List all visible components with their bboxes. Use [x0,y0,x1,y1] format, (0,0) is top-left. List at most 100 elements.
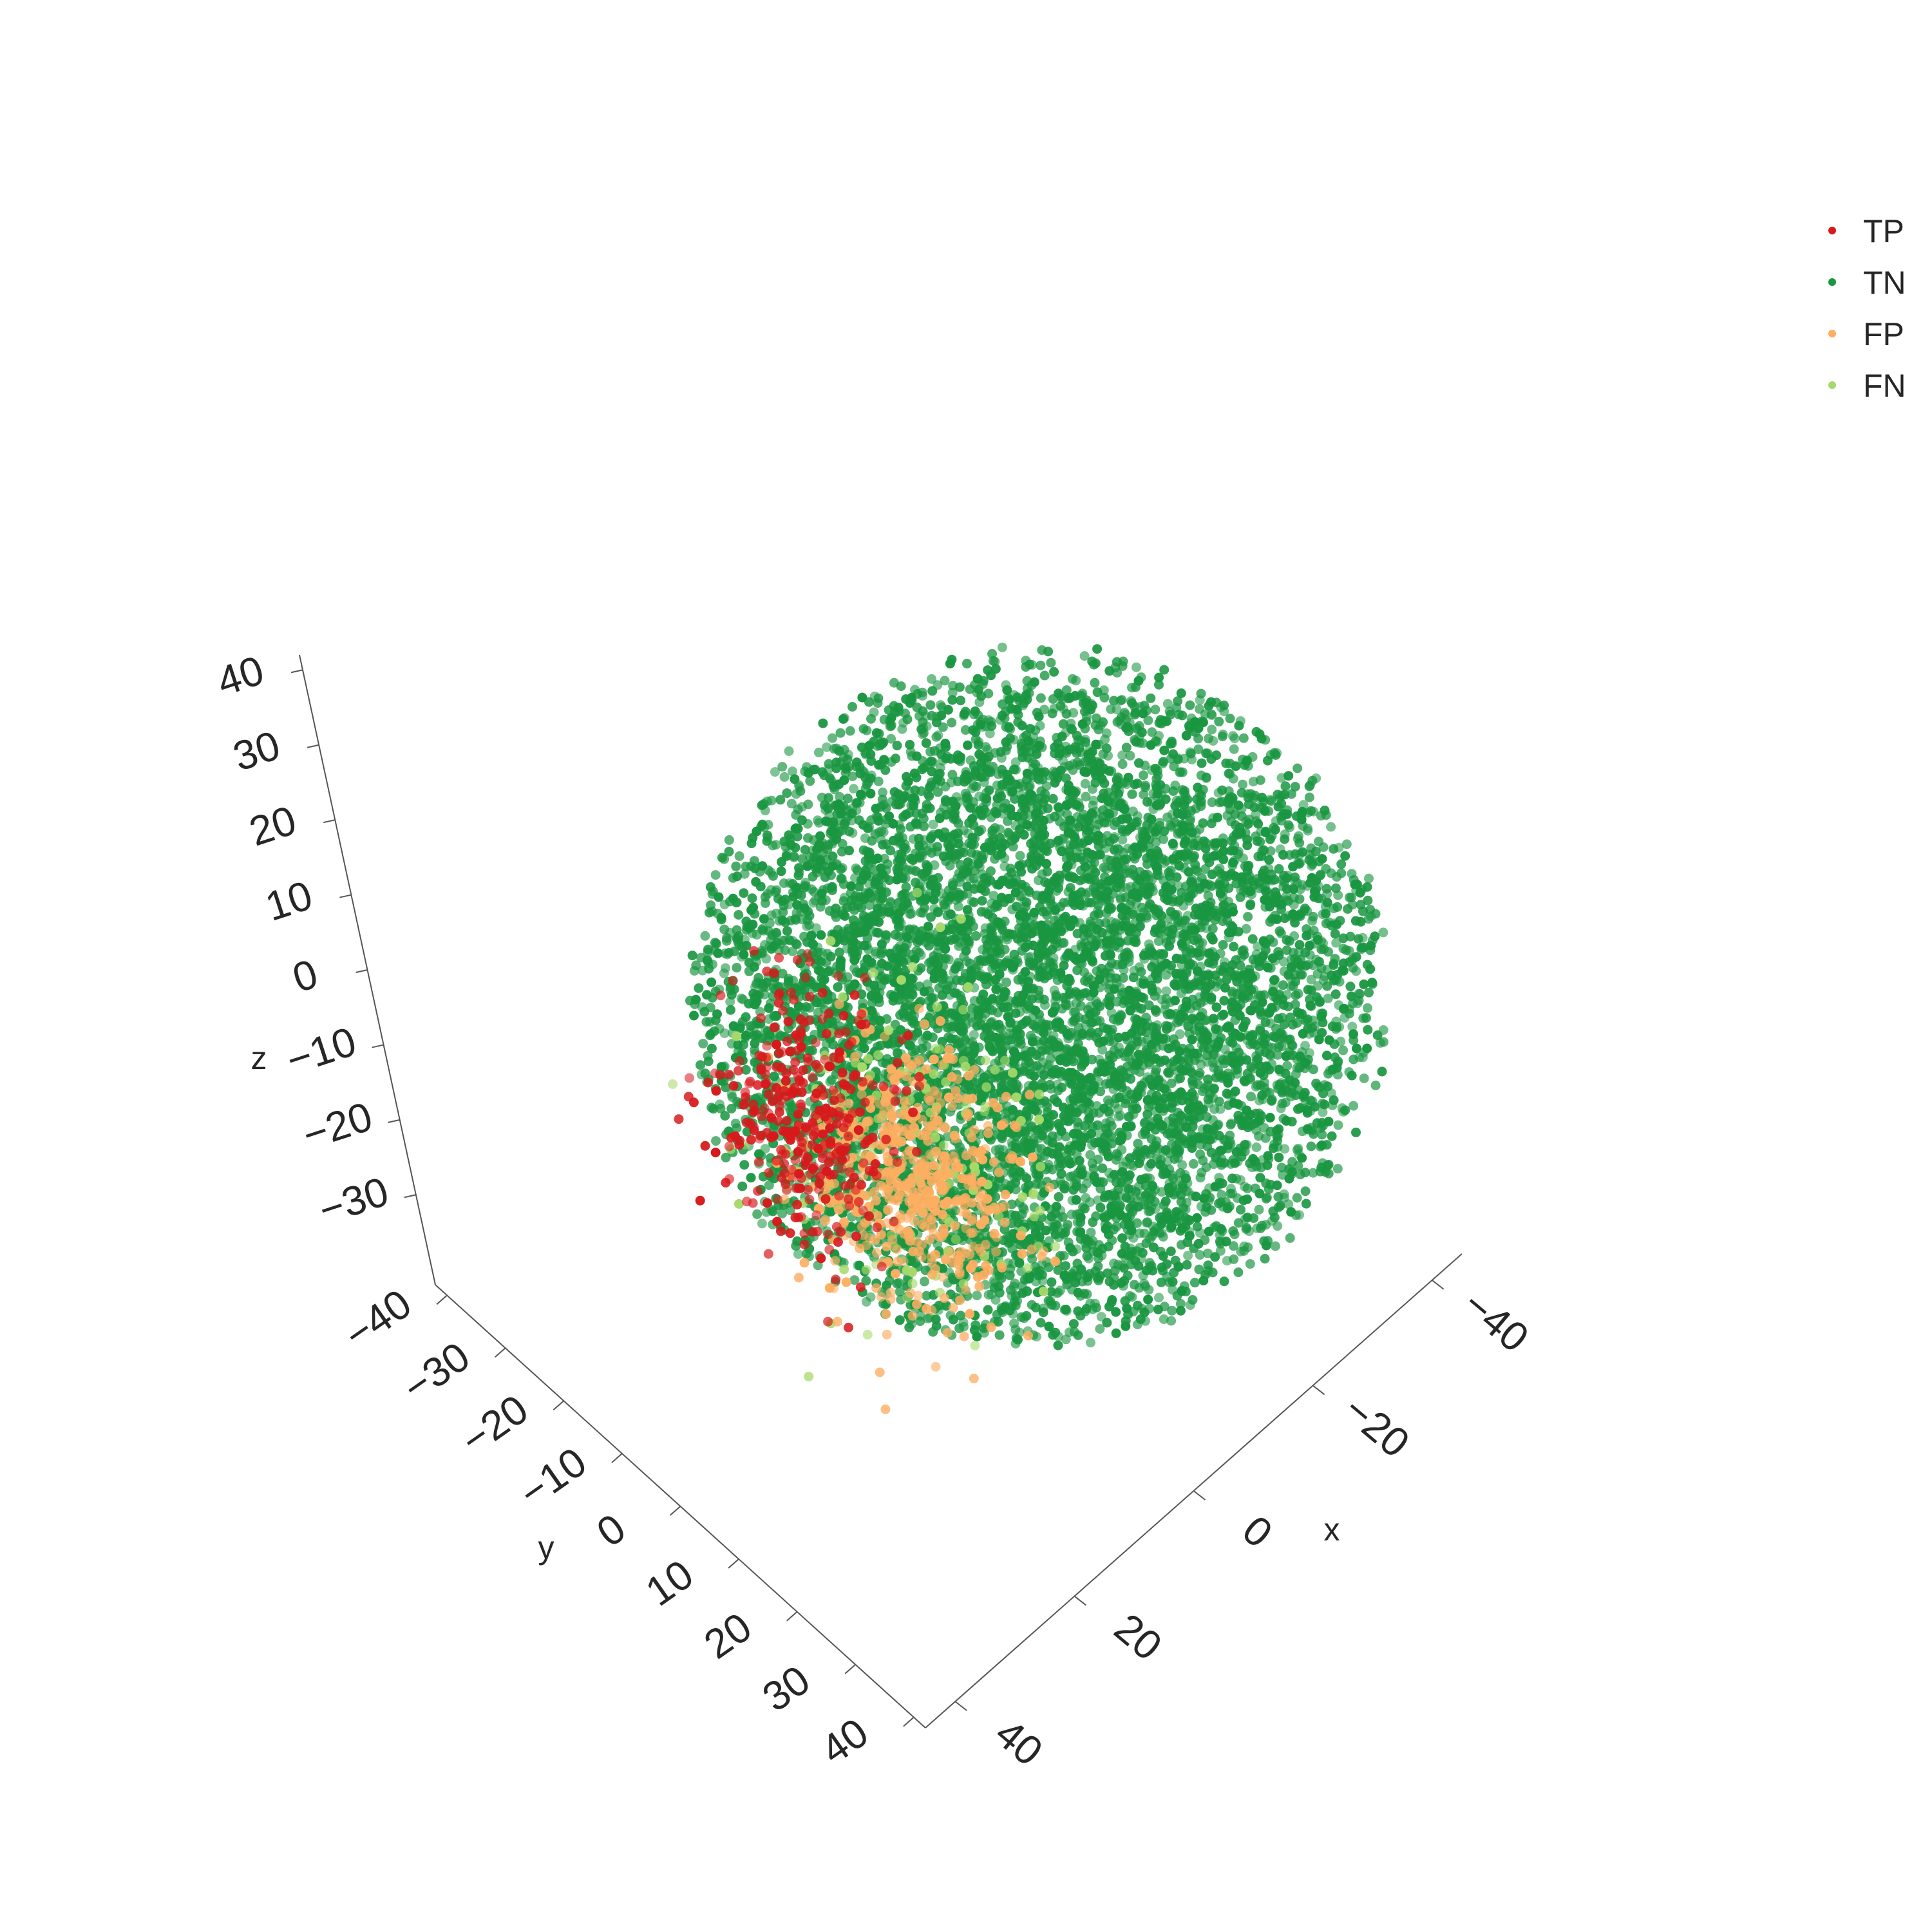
data-point [1273,802,1283,812]
data-point [945,658,955,668]
data-point [1321,1140,1332,1150]
data-point [1311,773,1321,783]
y-axis-title: y [538,1530,554,1566]
data-point [1127,789,1137,799]
data-point [986,670,996,681]
data-point [839,713,849,723]
data-point [1236,1204,1245,1215]
data-point [737,1181,748,1191]
y-tick-label: 10 [638,1551,702,1615]
data-point [922,804,932,814]
data-point [1125,750,1135,761]
data-point [1007,904,1018,914]
data-point [1363,1003,1372,1013]
data-point [1195,961,1206,972]
data-point [1287,1117,1297,1127]
data-point [969,996,980,1006]
data-point [1185,815,1195,826]
data-point [1318,1107,1328,1117]
data-point [746,838,757,849]
data-point [961,793,971,803]
data-point [739,888,749,898]
data-point [1010,757,1021,768]
data-point [1054,1192,1064,1202]
data-point [1243,912,1253,922]
data-point [953,902,963,912]
y-tick-label: 30 [754,1656,819,1721]
data-point [1150,705,1160,715]
data-point [752,1209,762,1219]
data-point [1272,1180,1282,1191]
data-point [1037,645,1047,655]
data-point [866,788,876,799]
data-point [1208,923,1218,934]
data-point [1048,793,1058,804]
y-tick-label: 40 [812,1709,876,1774]
data-point [1043,803,1053,813]
data-point [1349,1101,1359,1111]
data-point [802,819,813,829]
data-point [1166,1316,1177,1326]
data-point [916,963,926,973]
data-point [1095,1324,1105,1334]
data-point [1263,755,1273,766]
data-point [1129,965,1139,976]
data-point [1343,904,1353,914]
y-tick-mark [669,1506,681,1516]
data-point [1326,822,1336,832]
data-point [1359,979,1369,989]
data-point [1121,811,1132,822]
data-point [1034,1009,1044,1019]
data-point [1102,997,1112,1007]
data-point [806,930,817,940]
data-point [1231,1173,1242,1184]
data-point [994,1330,1005,1340]
data-point [1132,662,1141,672]
y-tick-mark [436,1294,448,1305]
data-point [1067,1157,1077,1168]
data-point [1370,1080,1381,1090]
data-point [1106,950,1115,960]
y-tick-mark [844,1663,856,1674]
data-point [700,931,710,941]
data-point [1378,927,1388,938]
data-point [1092,1120,1103,1130]
data-point [741,1030,751,1041]
data-point [710,870,721,880]
data-point [699,1007,710,1017]
z-tick-label: 0 [287,950,323,1001]
data-point [1153,766,1162,776]
data-point [720,1111,730,1121]
data-point [771,840,781,850]
data-point [1081,791,1091,802]
z-tick-label: −20 [297,1093,377,1159]
data-point [1288,981,1298,991]
data-point [1317,1130,1327,1140]
data-point [1304,781,1314,791]
z-tick-mark [388,1119,400,1123]
data-point [1278,980,1288,990]
data-point [849,784,859,794]
data-point [1278,882,1289,892]
y-tick-label: −30 [394,1333,478,1411]
data-point [1076,866,1086,876]
data-point [1159,1094,1170,1104]
data-point [1165,739,1175,749]
data-point [739,869,750,879]
data-point [945,753,956,764]
data-point [696,1060,705,1070]
data-point [1052,1016,1063,1027]
data-point [1207,724,1217,735]
data-point [823,1206,833,1216]
data-point [784,746,794,756]
data-point [987,994,998,1004]
data-point [1229,1254,1239,1264]
data-point [782,788,792,799]
x-tick-mark [1432,1280,1444,1290]
data-point [1010,1291,1021,1301]
data-point [1086,1338,1095,1348]
data-point [1215,1245,1226,1256]
data-point [1301,1198,1311,1209]
